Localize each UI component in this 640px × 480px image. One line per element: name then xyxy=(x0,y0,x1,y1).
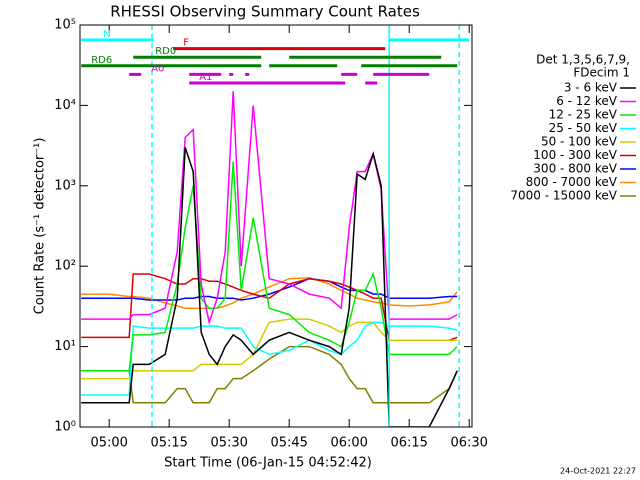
y-tick-label: 10⁰ xyxy=(54,420,76,435)
flag-label: RD6 xyxy=(91,55,112,66)
series-line xyxy=(81,345,458,404)
flag-label: N xyxy=(103,29,110,40)
legend-label: 3 - 6 keV xyxy=(564,81,618,95)
legend-title: Det 1,3,5,6,7,9, xyxy=(536,53,630,67)
x-tick-label: 05:45 xyxy=(270,436,307,451)
x-tick-label: 05:15 xyxy=(150,436,187,451)
x-tick-label: 05:30 xyxy=(210,436,247,451)
legend-label: 6 - 12 keV xyxy=(556,94,618,108)
x-tick-label: 05:00 xyxy=(90,436,127,451)
x-tick-label: 06:15 xyxy=(390,436,427,451)
chart-title: RHESSI Observing Summary Count Rates xyxy=(110,3,420,21)
legend-label: 7000 - 15000 keV xyxy=(510,189,617,203)
legend-label: 25 - 50 keV xyxy=(549,121,618,135)
series-line xyxy=(81,276,458,309)
plot-area xyxy=(81,91,458,427)
x-tick-label: 06:00 xyxy=(330,436,367,451)
series-line xyxy=(81,277,458,301)
x-tick-label: 06:30 xyxy=(450,436,487,451)
legend-label: 300 - 800 keV xyxy=(533,162,617,176)
series-line xyxy=(81,161,458,372)
flag-label: A0 xyxy=(151,63,164,74)
y-tick-label: 10³ xyxy=(54,178,76,193)
y-axis-label: Count Rate (s⁻¹ detector⁻¹) xyxy=(33,138,48,315)
x-axis-label: Start Time (06-Jan-15 04:52:42) xyxy=(164,456,372,471)
flag-label: RD0 xyxy=(155,46,176,57)
y-tick-label: 10² xyxy=(54,259,76,274)
series-line xyxy=(81,318,458,380)
y-tick-label: 10¹ xyxy=(54,339,76,354)
flag-label: F xyxy=(183,38,189,49)
plot-frame xyxy=(79,24,473,428)
series-line xyxy=(81,321,458,396)
legend-label: 12 - 25 keV xyxy=(549,108,618,122)
y-tick-label: 10⁵ xyxy=(54,18,76,33)
series-line xyxy=(81,147,458,427)
legend-label: 50 - 100 keV xyxy=(541,135,618,149)
y-tick-label: 10⁴ xyxy=(54,98,76,113)
legend-title: FDecim 1 xyxy=(573,66,630,80)
legend-label: 800 - 7000 keV xyxy=(526,175,618,189)
flag-label: A1 xyxy=(199,72,212,83)
series-line xyxy=(81,273,458,341)
footer: 24-Oct-2021 22:27 xyxy=(560,467,636,476)
legend-label: 100 - 300 keV xyxy=(533,148,617,162)
